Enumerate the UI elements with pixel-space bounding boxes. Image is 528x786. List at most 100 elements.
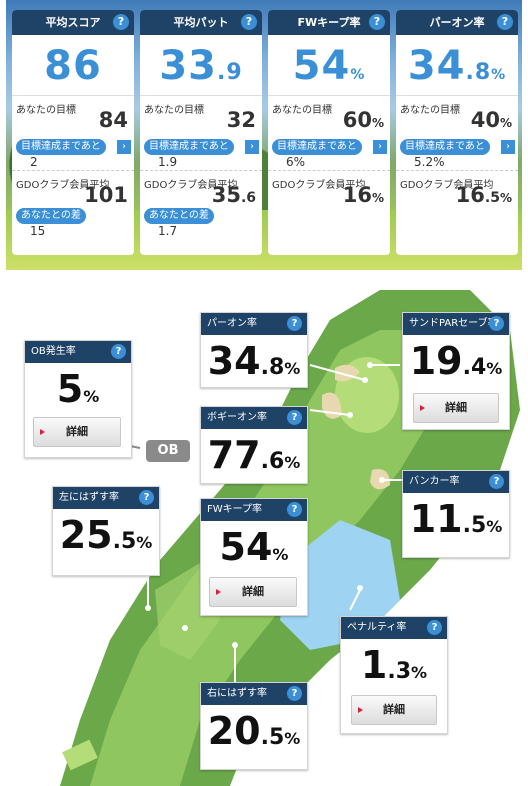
- help-icon[interactable]: ?: [287, 502, 302, 517]
- average-label: GDOクラブ会員平均: [16, 180, 110, 191]
- average-value: 35.6: [211, 183, 256, 207]
- goal-section: あなたの目標 84 目標達成まであと › 2: [12, 95, 134, 170]
- goal-section: あなたの目標 40% 目標達成まであと › 5.2%: [396, 95, 518, 170]
- average-label: GDOクラブ会員平均: [400, 180, 494, 191]
- goal-label: あなたの目標: [144, 105, 204, 116]
- card-value: 34.8%: [407, 43, 507, 89]
- help-icon[interactable]: ?: [113, 14, 129, 30]
- average-section: GDOクラブ会員平均 16%: [268, 170, 390, 245]
- help-icon[interactable]: ?: [489, 474, 504, 489]
- help-icon[interactable]: ?: [139, 490, 154, 505]
- summary-card-par-on: パーオン率? 34.8% あなたの目標 40% 目標達成まであと › 5.2% …: [396, 10, 518, 255]
- average-label: GDOクラブ会員平均: [272, 180, 366, 191]
- diff-badge: あなたとの差: [144, 208, 214, 224]
- goal-value: 40%: [470, 108, 512, 132]
- goal-label: あなたの目標: [400, 105, 460, 116]
- average-value: 101: [84, 183, 128, 207]
- bogey-on-rate-value: 77.6%: [207, 433, 301, 477]
- card-title: パーオン率?: [396, 10, 518, 35]
- diff-value: 1.7: [158, 224, 178, 238]
- card-title: バンカー率?: [403, 471, 509, 493]
- goal-label: あなたの目標: [16, 105, 76, 116]
- chevron-right-icon[interactable]: ›: [501, 140, 515, 154]
- ob-marker: OB: [146, 440, 190, 462]
- card-title: FWキープ率?: [201, 499, 307, 521]
- help-icon[interactable]: ?: [287, 686, 302, 701]
- fw-keep-rate-card: FWキープ率? 54% 詳細: [200, 498, 308, 616]
- right-miss-rate-card: 右にはずす率? 20.5%: [200, 682, 308, 770]
- ob-rate-card: OB発生率? 5% 詳細: [24, 340, 132, 458]
- help-icon[interactable]: ?: [427, 620, 442, 635]
- chevron-right-icon[interactable]: ›: [373, 140, 387, 154]
- right-miss-rate-value: 20.5%: [207, 709, 301, 753]
- summary-card-putt: 平均パット? 33.9 あなたの目標 32 目標達成まであと › 1.9 GDO…: [140, 10, 262, 255]
- card-value: 54%: [292, 43, 366, 89]
- card-title: 平均パット?: [140, 10, 262, 35]
- card-value: 86: [44, 43, 102, 89]
- bogey-on-rate-card: ボギーオン率? 77.6%: [200, 406, 308, 484]
- help-icon[interactable]: ?: [489, 316, 504, 331]
- card-title: 右にはずす率?: [201, 683, 307, 705]
- penalty-rate-card: ペナルティ率? 1.3% 詳細: [340, 616, 448, 734]
- chevron-right-icon[interactable]: ›: [245, 140, 259, 154]
- goal-section: あなたの目標 32 目標達成まであと › 1.9: [140, 95, 262, 170]
- to-goal-value: 2: [30, 155, 38, 169]
- to-goal-value: 6%: [286, 155, 306, 169]
- to-goal-badge: 目標達成まであと: [272, 139, 362, 155]
- diff-value: 15: [30, 224, 46, 238]
- fw-keep-rate-value: 54%: [219, 525, 289, 569]
- bunker-rate-card: バンカー率? 11.5%: [402, 470, 510, 558]
- card-title: パーオン率?: [201, 313, 307, 335]
- sand-save-detail-button[interactable]: 詳細: [413, 393, 499, 423]
- card-title: サンドPARセーブ率?: [403, 313, 509, 335]
- to-goal-badge: 目標達成まであと: [144, 139, 234, 155]
- card-title: ペナルティ率?: [341, 617, 447, 639]
- sand-save-rate-card: サンドPARセーブ率? 19.4% 詳細: [402, 312, 510, 430]
- help-icon[interactable]: ?: [497, 14, 513, 30]
- penalty-rate-value: 1.3%: [360, 643, 428, 687]
- summary-card-score: 平均スコア? 86 あなたの目標 84 目標達成まであと › 2 GDOクラブ会…: [12, 10, 134, 255]
- goal-value: 60%: [342, 108, 384, 132]
- sand-save-rate-value: 19.4%: [409, 339, 503, 383]
- card-title: 平均スコア?: [12, 10, 134, 35]
- chevron-right-icon[interactable]: ›: [117, 140, 131, 154]
- card-title: ボギーオン率?: [201, 407, 307, 429]
- par-on-rate-value: 34.8%: [207, 339, 301, 383]
- to-goal-badge: 目標達成まであと: [400, 139, 490, 155]
- goal-section: あなたの目標 60% 目標達成まであと › 6%: [268, 95, 390, 170]
- help-icon[interactable]: ?: [287, 410, 302, 425]
- diff-badge: あなたとの差: [16, 208, 86, 224]
- goal-label: あなたの目標: [272, 105, 332, 116]
- help-icon[interactable]: ?: [241, 14, 257, 30]
- summary-panel: 平均スコア? 86 あなたの目標 84 目標達成まであと › 2 GDOクラブ会…: [6, 0, 522, 270]
- average-section: GDOクラブ会員平均 35.6 あなたとの差 1.7: [140, 170, 262, 245]
- to-goal-value: 1.9: [158, 155, 178, 169]
- goal-value: 84: [98, 108, 128, 132]
- card-value: 33.9: [159, 43, 243, 89]
- average-label: GDOクラブ会員平均: [144, 180, 238, 191]
- fw-keep-detail-button[interactable]: 詳細: [209, 577, 297, 607]
- left-miss-rate-value: 25.5%: [59, 513, 153, 557]
- card-title: FWキープ率?: [268, 10, 390, 35]
- penalty-detail-button[interactable]: 詳細: [351, 695, 437, 725]
- left-miss-rate-card: 左にはずす率? 25.5%: [52, 486, 160, 576]
- help-icon[interactable]: ?: [369, 14, 385, 30]
- average-value: 16%: [342, 183, 384, 207]
- average-section: GDOクラブ会員平均 16.5%: [396, 170, 518, 245]
- bunker-rate-value: 11.5%: [409, 497, 503, 541]
- summary-card-fw-keep: FWキープ率? 54% あなたの目標 60% 目標達成まであと › 6% GDO…: [268, 10, 390, 255]
- help-icon[interactable]: ?: [287, 316, 302, 331]
- to-goal-badge: 目標達成まであと: [16, 139, 106, 155]
- average-section: GDOクラブ会員平均 101 あなたとの差 15: [12, 170, 134, 245]
- average-value: 16.5%: [455, 183, 512, 207]
- card-title: OB発生率?: [25, 341, 131, 363]
- card-title: 左にはずす率?: [53, 487, 159, 509]
- ob-rate-value: 5%: [56, 367, 100, 411]
- help-icon[interactable]: ?: [111, 344, 126, 359]
- goal-value: 32: [226, 108, 256, 132]
- to-goal-value: 5.2%: [414, 155, 445, 169]
- ob-detail-button[interactable]: 詳細: [33, 417, 121, 447]
- hole-map: OB OB発生率? 5% 詳細 パーオン率? 34.8% サンドPARセーブ率?…: [0, 290, 528, 786]
- par-on-rate-card: パーオン率? 34.8%: [200, 312, 308, 388]
